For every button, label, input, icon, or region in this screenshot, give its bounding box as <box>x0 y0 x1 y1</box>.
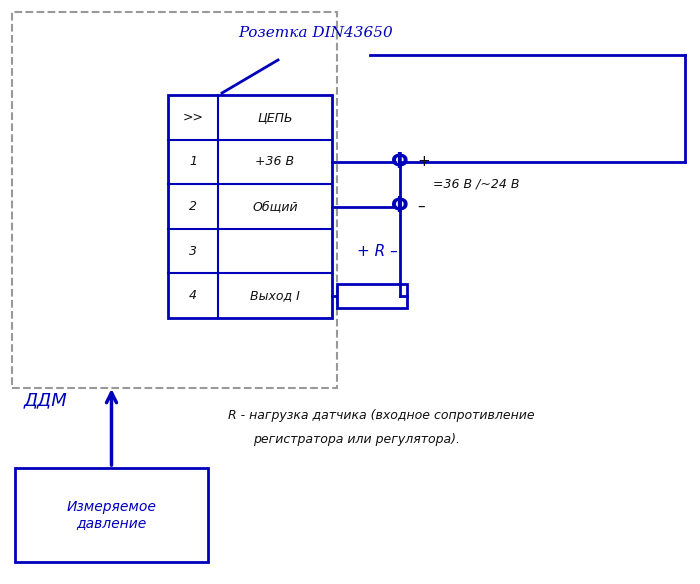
Text: R - нагрузка датчика (входное сопротивление: R - нагрузка датчика (входное сопротивле… <box>228 408 535 422</box>
Text: Общий: Общий <box>252 200 298 213</box>
Text: Выход I: Выход I <box>250 289 300 302</box>
Text: + R –: + R – <box>356 244 398 259</box>
Text: +: + <box>417 154 430 169</box>
Text: +36 В: +36 В <box>256 155 295 168</box>
Bar <box>15 468 208 562</box>
Text: 3: 3 <box>189 245 197 258</box>
Text: ДДМ: ДДМ <box>24 391 68 409</box>
Text: 1: 1 <box>189 155 197 168</box>
Text: 2: 2 <box>189 200 197 213</box>
Text: Розетка DIN43650: Розетка DIN43650 <box>238 26 393 40</box>
Text: –: – <box>417 199 425 214</box>
Bar <box>12 12 337 388</box>
Text: регистратора или регулятора).: регистратора или регулятора). <box>253 433 460 447</box>
Polygon shape <box>168 95 332 318</box>
Text: >>: >> <box>183 111 204 124</box>
Text: Φ: Φ <box>391 152 409 172</box>
Bar <box>337 284 407 308</box>
Text: ЦЕПЬ: ЦЕПЬ <box>257 111 293 124</box>
Text: Φ: Φ <box>391 196 409 217</box>
Text: 4: 4 <box>189 289 197 302</box>
Text: Измеряемое
давление: Измеряемое давление <box>66 500 156 530</box>
Text: =36 В /~24 В: =36 В /~24 В <box>433 178 519 191</box>
